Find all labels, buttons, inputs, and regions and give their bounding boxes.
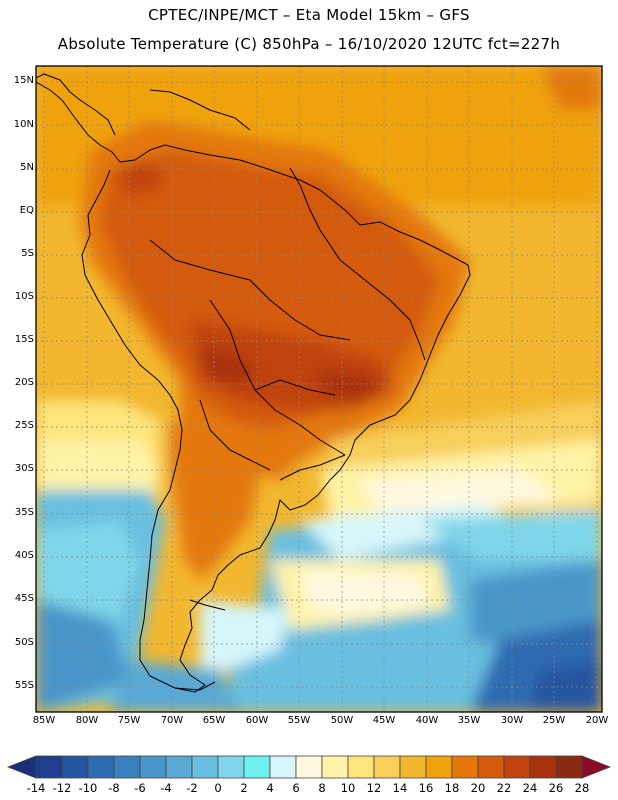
colorbar-swatch — [347, 755, 375, 779]
lat-tick-label: 55S — [14, 680, 34, 691]
lat-tick-label: 25S — [14, 420, 34, 431]
grid-lines — [36, 66, 602, 712]
lat-tick-label: 5N — [20, 162, 34, 173]
map-title-model: CPTEC/INPE/MCT – Eta Model 15km – GFS — [148, 6, 470, 24]
colorbar-swatch — [165, 755, 193, 779]
lat-tick-label: EQ — [19, 205, 34, 216]
lat-tick-label: 30S — [14, 463, 34, 474]
lon-tick-label: 30W — [500, 715, 524, 726]
lat-tick-label: 35S — [14, 507, 34, 518]
map-title-variable: Absolute Temperature (C) 850hPa – 16/10/… — [57, 35, 561, 53]
colorbar-tick-label: -10 — [78, 781, 98, 795]
colorbar-swatch — [373, 755, 401, 779]
colorbar-tick-label: 0 — [214, 781, 222, 795]
colorbar-swatch — [61, 755, 89, 779]
colorbar-swatch — [399, 755, 427, 779]
colorbar-swatch — [477, 755, 505, 779]
lon-tick-label: 40W — [415, 715, 439, 726]
colorbar-tick-label: 2 — [240, 781, 248, 795]
map-frame — [35, 65, 603, 713]
coastlines — [36, 73, 471, 693]
lon-tick-label: 50W — [330, 715, 354, 726]
colorbar-swatch — [451, 755, 479, 779]
colorbar-tick-label: -14 — [26, 781, 46, 795]
colorbar-swatch — [87, 755, 115, 779]
colorbar-tick-label: 16 — [418, 781, 434, 795]
colorbar-swatch — [269, 755, 297, 779]
colorbar-tick-label: 12 — [366, 781, 382, 795]
colorbar-swatch — [425, 755, 453, 779]
lat-tick-label: 20S — [14, 377, 34, 388]
lon-tick-label: 55W — [287, 715, 311, 726]
lon-tick-label: 60W — [245, 715, 269, 726]
colorbar-swatch — [555, 755, 583, 779]
colorbar-tick-label: 14 — [392, 781, 408, 795]
colorbar-tick-label: 26 — [548, 781, 564, 795]
lon-tick-label: 80W — [75, 715, 99, 726]
colorbar-under-arrow — [6, 755, 37, 779]
lat-tick-label: 45S — [14, 593, 34, 604]
colorbar-tick-label: 28 — [574, 781, 590, 795]
lon-tick-label: 45W — [372, 715, 396, 726]
colorbar-swatch — [35, 755, 63, 779]
colorbar-tick-label: 20 — [470, 781, 486, 795]
lon-tick-label: 85W — [32, 715, 56, 726]
lat-tick-label: 10N — [13, 119, 34, 130]
colorbar-tick-label: 24 — [522, 781, 538, 795]
lat-tick-label: 40S — [14, 550, 34, 561]
colorbar — [6, 755, 612, 779]
colorbar-tick-label: -8 — [108, 781, 120, 795]
lat-tick-label: 15N — [13, 75, 34, 86]
temperature-field — [36, 66, 602, 712]
colorbar-over-arrow — [581, 755, 612, 779]
colorbar-swatch — [139, 755, 167, 779]
lat-tick-label: 50S — [14, 637, 34, 648]
colorbar-tick-label: 6 — [292, 781, 300, 795]
lat-tick-label: 10S — [14, 291, 34, 302]
colorbar-tick-label: 10 — [340, 781, 356, 795]
lon-tick-label: 35W — [457, 715, 481, 726]
lat-tick-label: 5S — [21, 248, 34, 259]
colorbar-tick-label: 22 — [496, 781, 512, 795]
colorbar-tick-label: -4 — [160, 781, 172, 795]
colorbar-tick-label: 4 — [266, 781, 274, 795]
lon-tick-label: 20W — [585, 715, 609, 726]
colorbar-swatch — [529, 755, 557, 779]
colorbar-tick-label: -2 — [186, 781, 198, 795]
lat-tick-label: 15S — [14, 334, 34, 345]
colorbar-swatch — [295, 755, 323, 779]
colorbar-swatch — [503, 755, 531, 779]
lon-tick-label: 25W — [542, 715, 566, 726]
colorbar-tick-label: -6 — [134, 781, 146, 795]
colorbar-tick-label: 18 — [444, 781, 460, 795]
colorbar-swatch — [113, 755, 141, 779]
lon-tick-label: 65W — [202, 715, 226, 726]
colorbar-tick-label: 8 — [318, 781, 326, 795]
lon-tick-label: 70W — [160, 715, 184, 726]
colorbar-tick-label: -12 — [52, 781, 72, 795]
colorbar-swatch — [191, 755, 219, 779]
colorbar-swatch — [243, 755, 271, 779]
colorbar-swatch — [321, 755, 349, 779]
colorbar-swatch — [217, 755, 245, 779]
lon-tick-label: 75W — [117, 715, 141, 726]
